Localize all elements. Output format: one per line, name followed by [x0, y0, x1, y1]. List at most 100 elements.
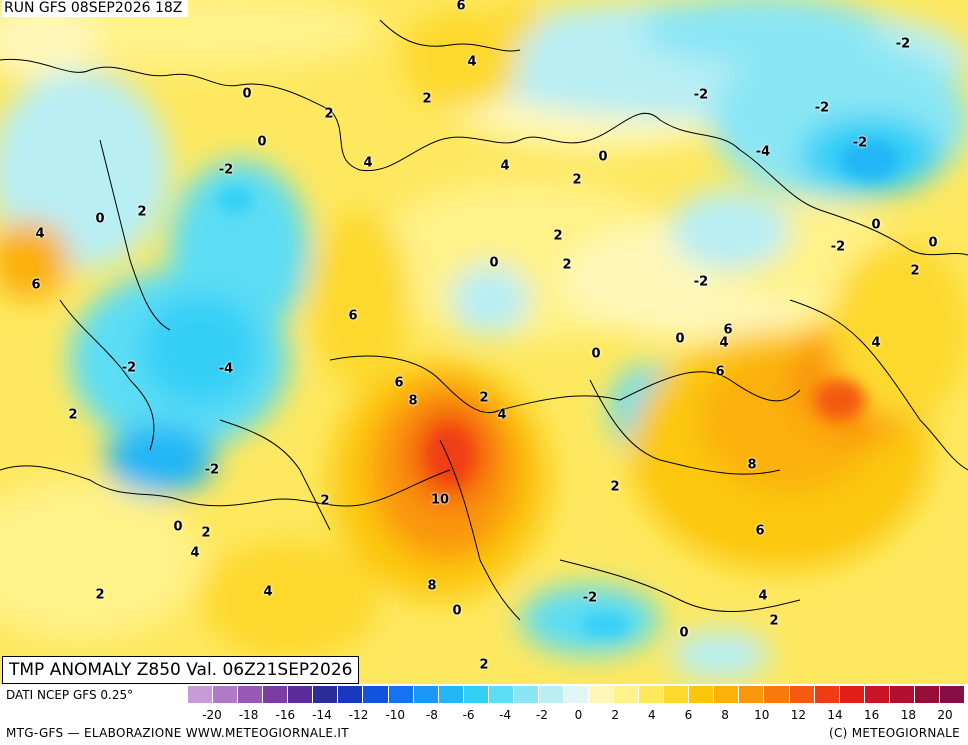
colorbar-swatch	[288, 686, 314, 703]
isoline-label: 2	[137, 204, 147, 220]
temperature-anomaly-field	[0, 0, 968, 684]
colorbar-swatch	[714, 686, 740, 703]
colorbar-tick-label: -16	[275, 708, 296, 722]
isoline-label: 2	[320, 493, 330, 509]
isoline-label: 2	[572, 172, 582, 188]
colorbar-tick-label: 2	[611, 708, 619, 722]
isoline-label: 4	[871, 335, 881, 351]
data-source-label: DATI NCEP GFS 0.25°	[6, 688, 134, 702]
colorbar-tick-label: -2	[535, 708, 548, 722]
colorbar-tick-label: -8	[425, 708, 438, 722]
map-title: TMP ANOMALY Z850 Val. 06Z21SEP2026	[2, 656, 360, 684]
colorbar-swatch	[614, 686, 640, 703]
isoline-label: 0	[173, 519, 183, 535]
isoline-label: 4	[500, 158, 510, 174]
colorbar-swatch	[488, 686, 514, 703]
isoline-label: -4	[218, 361, 234, 377]
isoline-label: 0	[452, 603, 462, 619]
colorbar-tick-label: -12	[348, 708, 369, 722]
colorbar-tick-label: 10	[754, 708, 770, 722]
isoline-label: -4	[755, 144, 771, 160]
colorbar-tick-label: -20	[202, 708, 222, 722]
colorbar-swatch	[889, 686, 915, 703]
colorbar-tick-label: -4	[499, 708, 512, 722]
credit-right: (C) METEOGIORNALE	[828, 726, 960, 740]
colorbar-swatch	[313, 686, 339, 703]
colorbar-swatch	[413, 686, 439, 703]
isoline-label: -2	[693, 274, 709, 290]
colorbar-tick-label: 20	[937, 708, 953, 722]
colorbar-swatch	[513, 686, 539, 703]
isoline-label: 2	[553, 228, 563, 244]
isoline-label: 0	[95, 211, 105, 227]
colorbar-tick-label: -18	[238, 708, 259, 722]
isoline-label: 10	[430, 492, 450, 508]
colorbar-swatch	[388, 686, 414, 703]
isoline-label: 6	[755, 523, 765, 539]
isoline-label: 2	[610, 479, 620, 495]
isoline-label: -2	[830, 239, 846, 255]
colorbar-swatch	[538, 686, 564, 703]
isoline-label: 6	[456, 0, 466, 14]
colorbar-swatch	[438, 686, 464, 703]
isoline-label: 4	[467, 54, 477, 70]
isoline-label: 2	[479, 390, 489, 406]
colorbar-swatch	[213, 686, 239, 703]
isoline-label: 4	[263, 584, 273, 600]
isoline-label: 4	[719, 335, 729, 351]
colorbar-swatch	[914, 686, 940, 703]
colorbar-tick-label: 12	[790, 708, 807, 722]
isoline-label: 0	[591, 346, 601, 362]
colorbar-swatch	[263, 686, 289, 703]
isoline-label: 2	[422, 91, 432, 107]
colorbar-swatch	[338, 686, 364, 703]
isoline-label: -2	[852, 135, 868, 151]
legend-footer: DATI NCEP GFS 0.25° -20 -18 -16 -14 -12 -10 -8…	[0, 684, 968, 745]
color-scale-ticks: -20 -18 -16 -14 -12 -10 -8 -6 -4 -2 0 2 4 6 8 10 12 14 16 1…	[188, 708, 965, 724]
colorbar-swatch	[589, 686, 615, 703]
colorbar-tick-label: 14	[827, 708, 843, 722]
isoline-label: 4	[758, 588, 768, 604]
colorbar-swatch	[639, 686, 665, 703]
isoline-label: 0	[928, 235, 938, 251]
isoline-label: 0	[242, 86, 252, 102]
colorbar-swatch	[363, 686, 389, 703]
colorbar-swatch	[739, 686, 765, 703]
color-scale-bar	[188, 686, 965, 703]
isoline-label: 2	[68, 407, 78, 423]
isoline-label: -2	[121, 360, 137, 376]
credit-left: MTG-GFS — ELABORAZIONE WWW.METEOGIORNALE…	[6, 726, 349, 740]
isoline-label: 0	[489, 255, 499, 271]
colorbar-swatch	[939, 686, 965, 703]
isoline-label: -2	[814, 100, 830, 116]
isoline-label: 6	[723, 322, 733, 338]
isoline-label: 8	[747, 457, 757, 473]
colorbar-swatch	[839, 686, 865, 703]
isoline-label: -2	[582, 590, 598, 606]
isoline-label: 4	[363, 155, 373, 171]
colorbar-swatch	[689, 686, 715, 703]
isoline-label: 2	[769, 613, 779, 629]
isoline-label: 2	[562, 257, 572, 273]
isoline-label: 4	[35, 226, 45, 242]
colorbar-tick-label: 4	[647, 708, 656, 722]
isoline-label: 4	[497, 407, 507, 423]
isoline-label: -2	[895, 36, 911, 52]
isoline-label: 2	[95, 587, 105, 603]
isoline-label: 2	[201, 525, 211, 541]
isoline-label: 0	[675, 331, 685, 347]
colorbar-tick-label: 8	[721, 708, 729, 722]
isoline-label: 2	[479, 657, 489, 673]
colorbar-tick-label: 18	[900, 708, 916, 722]
isoline-label: -2	[204, 462, 220, 478]
isoline-label: 6	[31, 277, 41, 293]
isoline-label: -2	[693, 87, 709, 103]
isoline-label: -2	[218, 162, 234, 178]
colorbar-swatch	[463, 686, 489, 703]
run-label: RUN GFS 08SEP2026 18Z	[2, 0, 189, 17]
isoline-label: 8	[427, 578, 437, 594]
colorbar-swatch	[188, 686, 214, 703]
colorbar-swatch	[238, 686, 264, 703]
isoline-label: 4	[190, 545, 200, 561]
colorbar-swatch	[563, 686, 589, 703]
